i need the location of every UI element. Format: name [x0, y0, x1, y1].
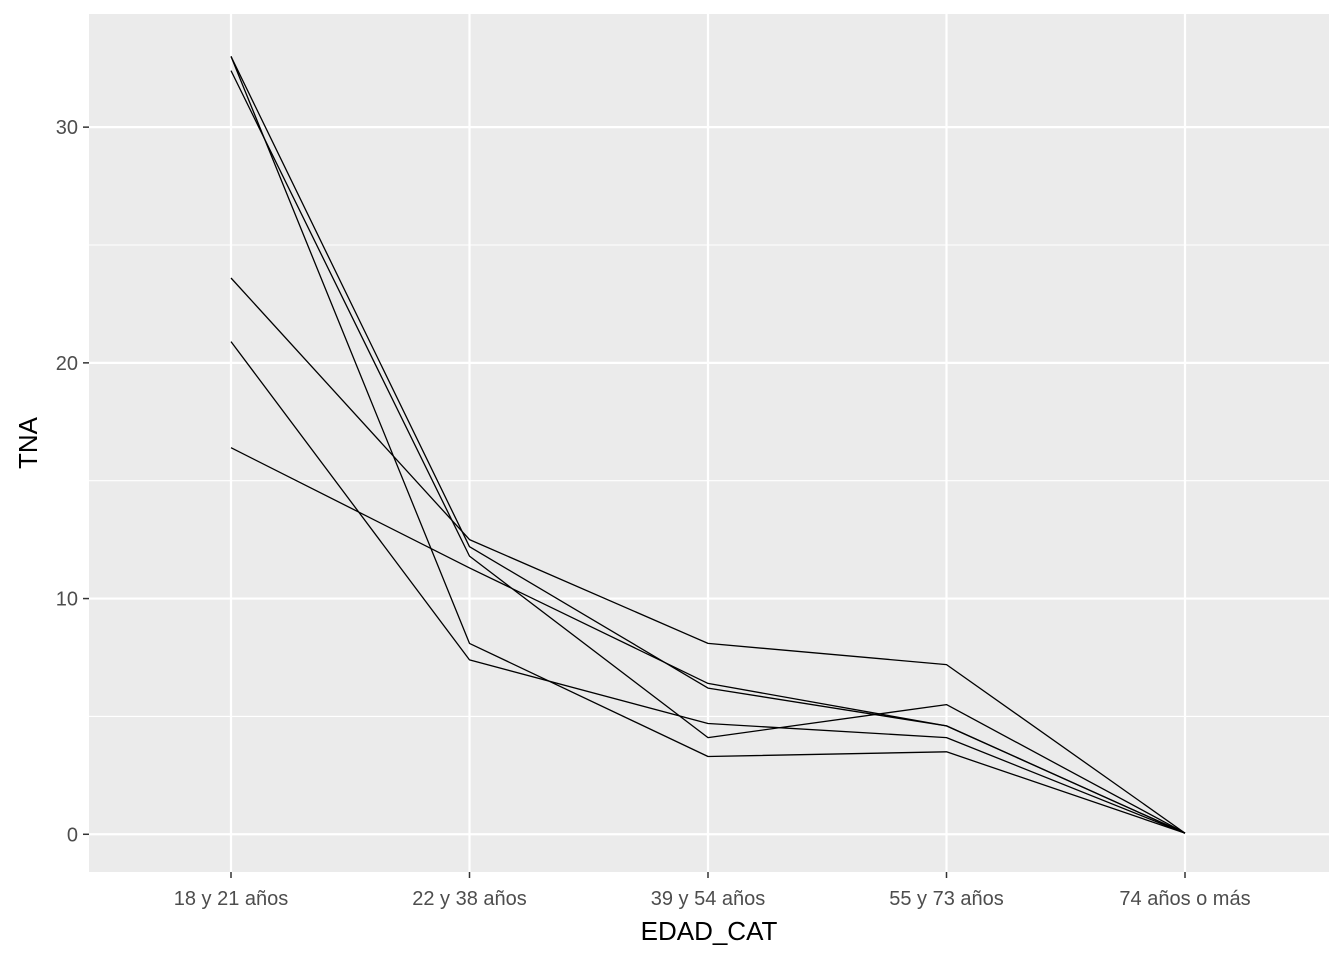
x-tick-label: 55 y 73 años [889, 888, 1004, 910]
series-line-5 [230, 447, 1186, 834]
series-line-3 [230, 277, 1186, 834]
x-axis: 18 y 21 años 22 y 38 años 39 y 54 años 55 y… [174, 872, 1251, 910]
x-tick-label: 39 y 54 años [651, 888, 766, 910]
series-layer [230, 56, 1186, 834]
x-tick-label: 22 y 38 años [412, 888, 527, 910]
series-line-2 [230, 70, 1186, 834]
y-tick-label: 20 [56, 353, 78, 375]
series-line-4 [230, 341, 1186, 834]
y-axis-title: TNA [13, 416, 43, 469]
series-line-6 [230, 56, 1186, 834]
x-tick-label: 18 y 21 años [174, 888, 289, 910]
y-tick-label: 0 [67, 824, 78, 846]
x-tick-label: 74 años o más [1119, 888, 1250, 910]
x-axis-title: EDAD_CAT [641, 916, 778, 946]
grid-major [89, 14, 1329, 872]
y-tick-label: 30 [56, 117, 78, 139]
y-axis: 0 10 20 30 [56, 117, 89, 846]
y-tick-label: 10 [56, 589, 78, 611]
